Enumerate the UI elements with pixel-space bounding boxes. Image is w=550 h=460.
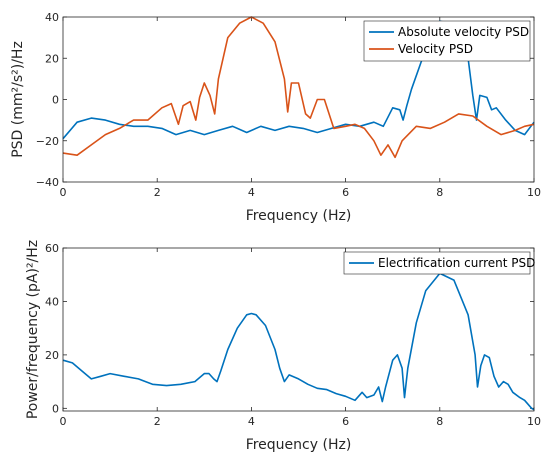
- y-axis-label: Power/frequency (pA)²/Hz: [25, 240, 41, 419]
- x-tick-label: 6: [342, 415, 349, 428]
- velocity-psd-chart: 0 2 4 6 8 10 −40 −20 0 20 40 Frequency (Hz) PSD (…: [10, 11, 541, 224]
- y-tick-label: 20: [45, 349, 59, 362]
- x-tick-label: 8: [436, 186, 443, 199]
- x-axis-label: Frequency (Hz): [246, 208, 352, 224]
- x-tick-label: 10: [527, 186, 541, 199]
- legend-box: [363, 20, 531, 62]
- axes-frame: [62, 16, 535, 183]
- legend-label: Electrification current PSD: [378, 256, 535, 270]
- legend-box: [343, 251, 531, 275]
- y-tick-label: 0: [52, 94, 59, 107]
- series-lines: [62, 272, 535, 411]
- x-axis-label: Frequency (Hz): [246, 437, 352, 453]
- series-line: [62, 20, 535, 140]
- electrification-current-chart: 0 2 4 6 8 10 0 20 40 60 Frequency (Hz) Power/fre…: [25, 240, 541, 453]
- legend: Absolute velocity PSD Velocity PSD: [363, 20, 531, 62]
- legend-label: Velocity PSD: [398, 42, 473, 56]
- y-tick-label: −40: [36, 176, 59, 189]
- x-tick-labels: 0 2 4 6 8 10: [60, 17, 541, 199]
- series-lines: [62, 16, 535, 159]
- plot-area: [63, 248, 534, 411]
- legend: Electrification current PSD: [343, 251, 535, 275]
- y-tick-labels: −40 −20 0 20 40: [36, 11, 534, 189]
- legend-label: Absolute velocity PSD: [398, 25, 529, 39]
- x-tick-label: 2: [154, 415, 161, 428]
- y-tick-label: 0: [52, 402, 59, 415]
- y-tick-label: 20: [45, 52, 59, 65]
- x-tick-label: 10: [527, 415, 541, 428]
- series-line: [62, 16, 535, 159]
- x-tick-label: 2: [154, 186, 161, 199]
- y-tick-label: 40: [45, 11, 59, 24]
- y-tick-label: −20: [36, 135, 59, 148]
- x-tick-label: 4: [248, 415, 255, 428]
- series-line: [62, 272, 535, 411]
- x-tick-label: 0: [60, 186, 67, 199]
- x-tick-label: 6: [342, 186, 349, 199]
- x-tick-label: 8: [436, 415, 443, 428]
- y-tick-label: 40: [45, 295, 59, 308]
- y-axis-label: PSD (mm²/s²)/Hz: [10, 41, 26, 158]
- x-tick-label: 0: [60, 415, 67, 428]
- x-tick-label: 4: [248, 186, 255, 199]
- axes-frame: [62, 247, 535, 412]
- y-tick-label: 60: [45, 242, 59, 255]
